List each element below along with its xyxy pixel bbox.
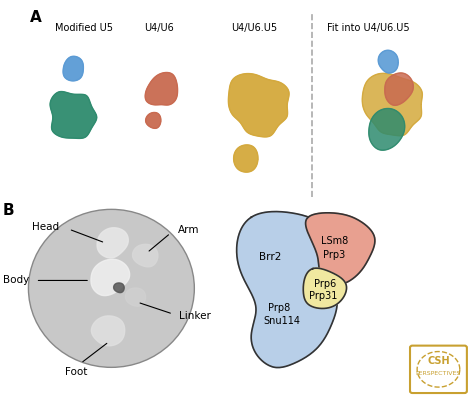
Text: Prp8: Prp8 xyxy=(268,303,290,313)
Text: Body: Body xyxy=(3,275,29,286)
Polygon shape xyxy=(306,213,375,284)
Polygon shape xyxy=(50,92,97,138)
Polygon shape xyxy=(133,245,158,267)
Text: Modified U5: Modified U5 xyxy=(55,23,113,33)
Polygon shape xyxy=(114,283,124,293)
Text: U4/U6: U4/U6 xyxy=(144,23,174,33)
Polygon shape xyxy=(303,268,346,308)
Text: A: A xyxy=(30,10,42,25)
Text: Brr2: Brr2 xyxy=(259,252,282,262)
Text: Linker: Linker xyxy=(179,311,211,321)
Text: LSm8: LSm8 xyxy=(320,236,348,246)
Polygon shape xyxy=(145,73,178,105)
FancyBboxPatch shape xyxy=(410,346,467,393)
Polygon shape xyxy=(228,73,289,137)
Polygon shape xyxy=(146,113,161,128)
Polygon shape xyxy=(385,73,413,105)
Text: Snu114: Snu114 xyxy=(263,316,300,326)
Text: U4/U6.U5: U4/U6.U5 xyxy=(231,23,277,33)
Text: CSH: CSH xyxy=(427,356,450,367)
Polygon shape xyxy=(237,212,337,368)
Polygon shape xyxy=(362,73,422,136)
Text: Prp3: Prp3 xyxy=(323,250,345,260)
Text: Arm: Arm xyxy=(178,225,199,235)
Polygon shape xyxy=(97,228,128,258)
Polygon shape xyxy=(63,56,83,81)
Text: B: B xyxy=(2,203,14,218)
Polygon shape xyxy=(91,259,129,295)
Text: Foot: Foot xyxy=(64,367,87,377)
Ellipse shape xyxy=(28,209,194,367)
Polygon shape xyxy=(126,288,146,306)
Text: Prp31: Prp31 xyxy=(309,291,337,301)
Text: Prp6: Prp6 xyxy=(314,279,336,290)
Polygon shape xyxy=(234,145,258,172)
Polygon shape xyxy=(378,50,398,73)
Text: Fit into U4/U6.U5: Fit into U4/U6.U5 xyxy=(327,23,410,33)
Text: PERSPECTIVES: PERSPECTIVES xyxy=(416,371,461,376)
Polygon shape xyxy=(91,316,125,346)
Polygon shape xyxy=(369,109,405,150)
Text: Head: Head xyxy=(32,222,59,232)
